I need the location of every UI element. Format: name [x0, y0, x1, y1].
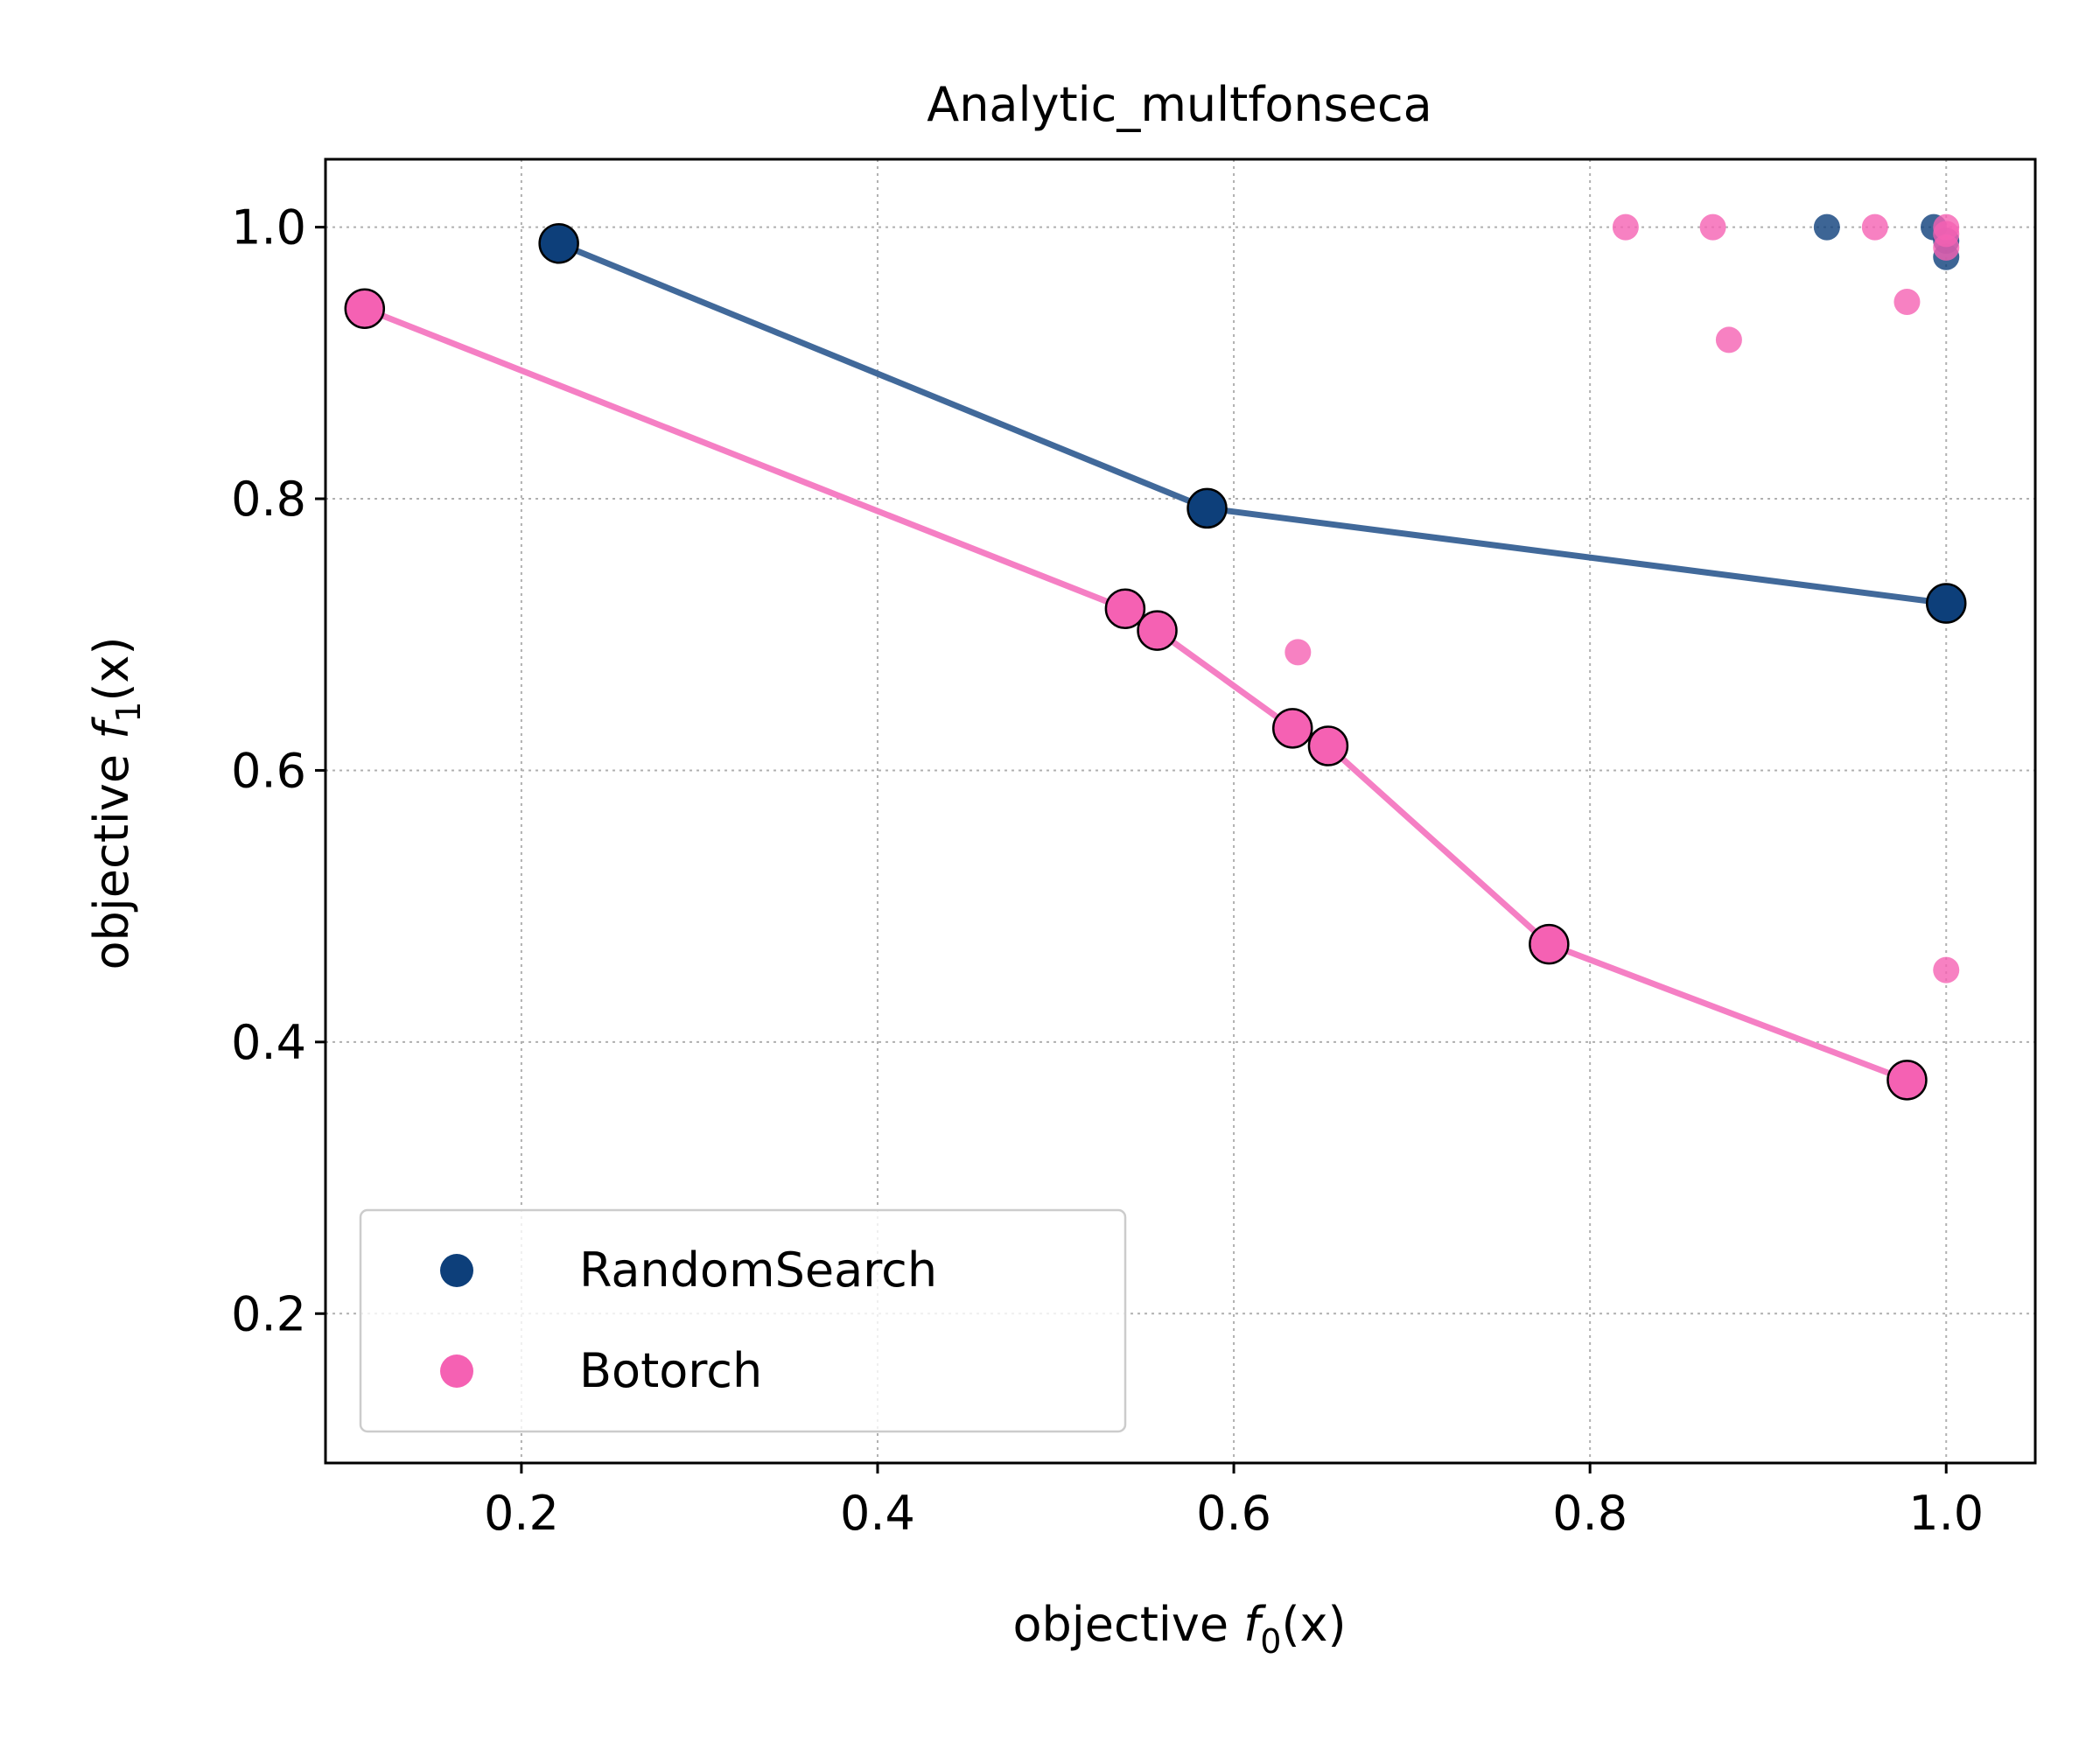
- botorch-point: [1284, 639, 1312, 666]
- botorch-point: [1699, 214, 1726, 241]
- randomsearch-pareto-point: [1925, 583, 1967, 624]
- botorch-pareto-point: [1271, 708, 1313, 749]
- legend-marker-randomsearch: [440, 1254, 473, 1287]
- botorch-point: [1933, 956, 1960, 984]
- y-axis-label: objective f1(x): [84, 636, 148, 970]
- data-points: [344, 214, 1967, 1101]
- chart-title: Analytic_multfonseca: [927, 77, 1432, 132]
- x-axis-label-arg: (x): [1281, 1597, 1346, 1652]
- botorch-point: [1894, 288, 1921, 315]
- randomsearch-pareto-point: [1186, 487, 1228, 529]
- y-axis-label-sub: 1: [109, 702, 148, 723]
- botorch-pareto-line: [363, 305, 1908, 1083]
- x-tick-label: 0.2: [484, 1486, 559, 1541]
- botorch-pareto-point: [1886, 1060, 1928, 1101]
- x-axis-label-sub: 0: [1260, 1622, 1281, 1661]
- x-tick-label: 1.0: [1908, 1486, 1984, 1541]
- x-tick-label: 0.6: [1196, 1486, 1271, 1541]
- x-axis-label-prefix: objective: [1012, 1597, 1243, 1652]
- plot-frame: [324, 158, 2037, 1465]
- botorch-point: [1612, 214, 1639, 241]
- x-axis-label: objective f0(x): [1012, 1597, 1346, 1661]
- x-tick-label: 0.4: [840, 1486, 915, 1541]
- legend: RandomSearch Botorch: [359, 1208, 1127, 1433]
- botorch-pareto-point: [1529, 923, 1570, 965]
- botorch-pareto-point: [1137, 610, 1178, 651]
- botorch-point: [1715, 326, 1742, 354]
- botorch-pareto-point: [1307, 725, 1349, 766]
- legend-box: [359, 1208, 1127, 1433]
- y-tick-label: 0.2: [231, 1286, 306, 1341]
- randomsearch-pareto-line: [557, 240, 1947, 606]
- x-tick-label: 0.8: [1552, 1486, 1628, 1541]
- y-tick-label: 1.0: [231, 200, 306, 256]
- botorch-point: [1861, 214, 1888, 241]
- y-tick-label: 0.8: [231, 472, 306, 527]
- randomsearch-pareto-point: [538, 222, 579, 264]
- botorch-pareto-point: [344, 288, 386, 329]
- botorch-pareto-point: [1104, 588, 1146, 629]
- legend-marker-botorch: [440, 1354, 473, 1388]
- y-tick-label: 0.4: [231, 1015, 306, 1070]
- botorch-point: [1933, 234, 1960, 261]
- legend-label-botorch: Botorch: [579, 1343, 762, 1398]
- pareto-lines: [363, 240, 1947, 1083]
- randomsearch-point: [1813, 214, 1840, 241]
- y-axis-label-prefix: objective: [84, 739, 139, 970]
- y-tick-label: 0.6: [231, 743, 306, 798]
- y-axis-label-arg: (x): [84, 636, 139, 701]
- legend-label-randomsearch: RandomSearch: [579, 1242, 937, 1298]
- axis-ticks: 0.2 0.4 0.6 0.8 1.0 0.2 0.4 0.6 0.8 1.0: [231, 200, 1984, 1541]
